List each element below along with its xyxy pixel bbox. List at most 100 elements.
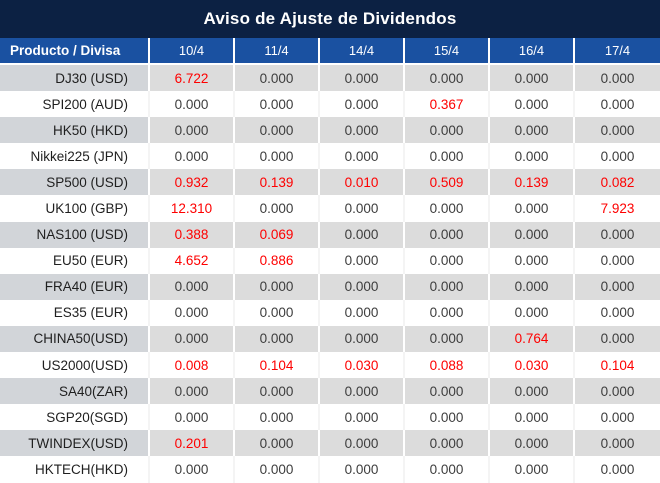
dividend-value-cell: 0.069	[235, 221, 320, 248]
dividend-value-cell: 0.000	[235, 273, 320, 300]
row-product-label: HK50 (HKD)	[0, 117, 150, 144]
row-product-label: HKTECH(HKD)	[0, 456, 150, 483]
dividend-value-cell: 0.000	[150, 273, 235, 300]
row-product-label: SGP20(SGD)	[0, 404, 150, 431]
dividend-value-cell: 0.367	[405, 91, 490, 118]
dividend-value-cell: 0.000	[405, 247, 490, 274]
dividend-value-cell: 0.000	[575, 404, 660, 431]
dividend-value-cell: 0.000	[320, 221, 405, 248]
dividend-value-cell: 0.000	[575, 378, 660, 405]
dividend-value-cell: 0.104	[235, 352, 320, 379]
dividend-value-cell: 0.000	[490, 378, 575, 405]
dividend-value-cell: 0.139	[235, 169, 320, 196]
row-product-label: CHINA50(USD)	[0, 325, 150, 353]
dividend-value-cell: 0.000	[490, 404, 575, 431]
dividend-value-cell: 6.722	[150, 65, 235, 92]
dividend-value-cell: 0.000	[235, 117, 320, 144]
row-product-label: ES35 (EUR)	[0, 299, 150, 326]
dividend-value-cell: 0.000	[490, 117, 575, 144]
column-header-date: 15/4	[405, 38, 490, 63]
table-row: TWINDEX(USD) 0.201 0.000 0.000 0.000 0.000 0.0…	[0, 430, 660, 457]
dividend-value-cell: 0.000	[405, 325, 490, 353]
dividend-value-cell: 0.764	[490, 325, 575, 353]
table-row: CHINA50(USD) 0.000 0.000 0.000 0.000 0.764 0.0…	[0, 325, 660, 353]
table-row: DJ30 (USD) 6.722 0.000 0.000 0.000 0.000 0.000	[0, 65, 660, 92]
table-row: SGP20(SGD) 0.000 0.000 0.000 0.000 0.000 0.000	[0, 404, 660, 431]
dividend-value-cell: 0.000	[490, 247, 575, 274]
dividend-value-cell: 0.000	[490, 299, 575, 326]
dividend-value-cell: 0.000	[150, 143, 235, 170]
dividend-value-cell: 0.000	[575, 299, 660, 326]
dividend-value-cell: 0.000	[320, 117, 405, 144]
table-header: Producto / Divisa 10/4 11/4 14/4 15/4 16/4 17…	[0, 38, 660, 65]
dividend-value-cell: 0.000	[235, 299, 320, 326]
dividend-value-cell: 12.310	[150, 195, 235, 222]
dividend-value-cell: 0.000	[235, 195, 320, 222]
row-product-label: SPI200 (AUD)	[0, 91, 150, 118]
dividend-value-cell: 0.000	[575, 325, 660, 353]
dividend-value-cell: 0.000	[490, 221, 575, 248]
dividend-value-cell: 0.509	[405, 169, 490, 196]
dividend-value-cell: 0.000	[575, 456, 660, 483]
table-row: UK100 (GBP) 12.310 0.000 0.000 0.000 0.000 7.9…	[0, 195, 660, 222]
dividend-value-cell: 0.000	[320, 65, 405, 92]
dividend-value-cell: 0.000	[320, 456, 405, 483]
table-row: Nikkei225 (JPN) 0.000 0.000 0.000 0.000 0.000…	[0, 143, 660, 170]
dividend-value-cell: 0.000	[320, 91, 405, 118]
dividend-value-cell: 0.000	[405, 195, 490, 222]
table-row: EU50 (EUR) 4.652 0.886 0.000 0.000 0.000 0.000	[0, 247, 660, 274]
column-header-date: 16/4	[490, 38, 575, 63]
dividend-value-cell: 0.000	[575, 221, 660, 248]
dividend-value-cell: 0.000	[320, 325, 405, 353]
table-row: SP500 (USD) 0.932 0.139 0.010 0.509 0.139 0.08…	[0, 169, 660, 196]
dividend-value-cell: 0.000	[575, 143, 660, 170]
dividend-value-cell: 0.932	[150, 169, 235, 196]
dividend-value-cell: 0.000	[235, 91, 320, 118]
dividend-value-cell: 0.000	[575, 430, 660, 457]
row-product-label: SP500 (USD)	[0, 169, 150, 196]
table-row: US2000(USD) 0.008 0.104 0.030 0.088 0.030 0.10…	[0, 352, 660, 379]
dividend-value-cell: 0.000	[575, 273, 660, 300]
table-row: SPI200 (AUD) 0.000 0.000 0.000 0.367 0.000 0.0…	[0, 91, 660, 118]
dividend-value-cell: 0.000	[490, 273, 575, 300]
row-product-label: DJ30 (USD)	[0, 65, 150, 92]
column-header-date: 10/4	[150, 38, 235, 63]
dividend-value-cell: 0.000	[235, 404, 320, 431]
dividend-value-cell: 0.000	[490, 65, 575, 92]
dividend-value-cell: 0.000	[490, 91, 575, 118]
dividend-value-cell: 4.652	[150, 247, 235, 274]
dividend-value-cell: 0.000	[575, 65, 660, 92]
dividend-value-cell: 0.000	[405, 430, 490, 457]
dividend-value-cell: 0.000	[575, 247, 660, 274]
dividend-value-cell: 0.030	[490, 352, 575, 379]
dividend-value-cell: 0.000	[405, 299, 490, 326]
page-title: Aviso de Ajuste de Dividendos	[0, 0, 660, 38]
dividend-value-cell: 0.000	[235, 430, 320, 457]
dividend-value-cell: 0.000	[405, 404, 490, 431]
dividend-value-cell: 0.000	[490, 430, 575, 457]
dividend-value-cell: 0.000	[235, 378, 320, 405]
dividend-value-cell: 0.000	[150, 456, 235, 483]
dividend-value-cell: 0.000	[320, 299, 405, 326]
row-product-label: FRA40 (EUR)	[0, 273, 150, 300]
dividend-value-cell: 0.201	[150, 430, 235, 457]
row-product-label: TWINDEX(USD)	[0, 430, 150, 457]
dividend-value-cell: 0.000	[405, 65, 490, 92]
row-product-label: NAS100 (USD)	[0, 221, 150, 248]
row-product-label: EU50 (EUR)	[0, 247, 150, 274]
dividend-value-cell: 0.000	[150, 91, 235, 118]
table-row: NAS100 (USD) 0.388 0.069 0.000 0.000 0.000 0.0…	[0, 221, 660, 248]
dividend-value-cell: 0.139	[490, 169, 575, 196]
dividend-value-cell: 0.008	[150, 352, 235, 379]
dividend-value-cell: 7.923	[575, 195, 660, 222]
table-row: ES35 (EUR) 0.000 0.000 0.000 0.000 0.000 0.000	[0, 299, 660, 326]
row-product-label: Nikkei225 (JPN)	[0, 143, 150, 170]
table-row: HKTECH(HKD) 0.000 0.000 0.000 0.000 0.000 0.00…	[0, 456, 660, 483]
dividend-value-cell: 0.000	[490, 456, 575, 483]
dividend-value-cell: 0.000	[150, 378, 235, 405]
dividend-value-cell: 0.000	[320, 378, 405, 405]
dividend-value-cell: 0.000	[320, 404, 405, 431]
row-product-label: US2000(USD)	[0, 352, 150, 379]
column-header-product: Producto / Divisa	[0, 38, 150, 63]
